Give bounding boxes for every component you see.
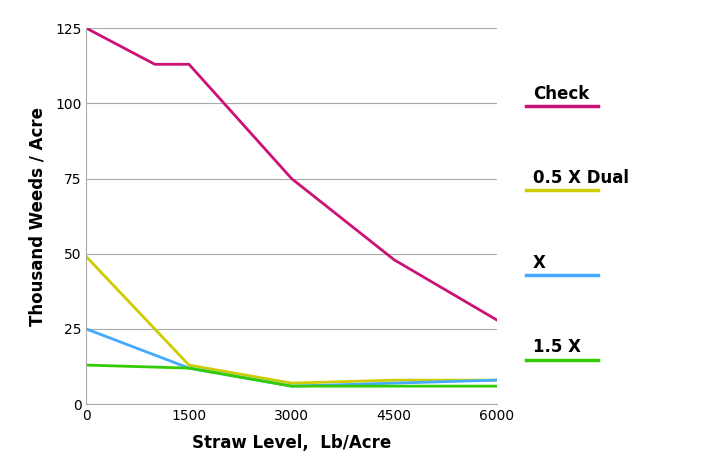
X-axis label: Straw Level,  Lb/Acre: Straw Level, Lb/Acre — [192, 434, 391, 452]
Text: 1.5 X: 1.5 X — [533, 338, 581, 356]
Y-axis label: Thousand Weeds / Acre: Thousand Weeds / Acre — [29, 107, 47, 326]
Text: X: X — [533, 254, 546, 272]
Text: Check: Check — [533, 85, 589, 102]
Text: 0.5 X Dual: 0.5 X Dual — [533, 169, 629, 187]
